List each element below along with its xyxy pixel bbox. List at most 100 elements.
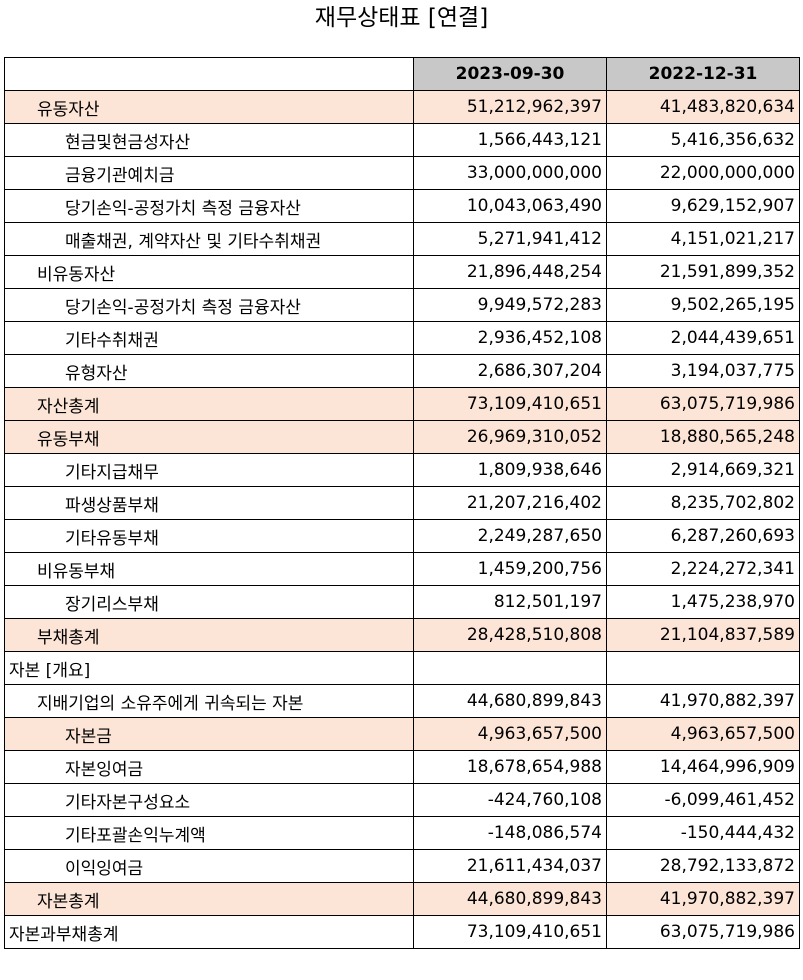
page-title: 재무상태표 [연결] (314, 5, 489, 31)
table-row: 지배기업의 소유주에게 귀속되는 자본 44,680,899,843 41,970,… (4, 684, 800, 718)
table-row: 자본 [개요] (4, 651, 800, 685)
value-2023-09-30: -148,086,574 (413, 816, 607, 850)
value-2022-12-31: 21,591,899,352 (606, 255, 800, 289)
value-2022-12-31: 18,880,565,248 (606, 420, 800, 454)
value-2023-09-30: 18,678,654,988 (413, 750, 607, 784)
row-label: 자산총계 (4, 387, 414, 421)
value-2022-12-31: 41,483,820,634 (606, 90, 800, 124)
value-2022-12-31: 41,970,882,397 (606, 684, 800, 718)
row-label: 매출채권, 계약자산 및 기타수취채권 (4, 222, 414, 256)
value-2023-09-30: 73,109,410,651 (413, 915, 607, 949)
value-2022-12-31: 28,792,133,872 (606, 849, 800, 883)
value-2022-12-31: 4,963,657,500 (606, 717, 800, 751)
row-label: 유동자산 (4, 90, 414, 124)
row-label: 당기손익-공정가치 측정 금융자산 (4, 288, 414, 322)
value-2022-12-31: 9,629,152,907 (606, 189, 800, 223)
value-2023-09-30: 73,109,410,651 (413, 387, 607, 421)
value-2023-09-30: 2,686,307,204 (413, 354, 607, 388)
value-2023-09-30 (413, 651, 607, 685)
table-row: 당기손익-공정가치 측정 금융자산 10,043,063,490 9,629,152… (4, 189, 800, 223)
value-2022-12-31: 14,464,996,909 (606, 750, 800, 784)
table-row: 장기리스부채 812,501,197 1,475,238,970 (4, 585, 800, 619)
table-row: 기타포괄손익누계액 -148,086,574 -150,444,432 (4, 816, 800, 850)
value-2023-09-30: 33,000,000,000 (413, 156, 607, 190)
table-row: 유동자산 51,212,962,397 41,483,820,634 (4, 90, 800, 124)
value-2023-09-30: 21,896,448,254 (413, 255, 607, 289)
row-label: 파생상품부채 (4, 486, 414, 520)
table-row: 기타자본구성요소 -424,760,108 -6,099,461,452 (4, 783, 800, 817)
value-2022-12-31: 63,075,719,986 (606, 915, 800, 949)
row-label: 현금및현금성자산 (4, 123, 414, 157)
row-label: 자본총계 (4, 882, 414, 916)
value-2023-09-30: -424,760,108 (413, 783, 607, 817)
table-row: 매출채권, 계약자산 및 기타수취채권 5,271,941,412 4,151,02… (4, 222, 800, 256)
value-2023-09-30: 10,043,063,490 (413, 189, 607, 223)
value-2022-12-31: 2,914,669,321 (606, 453, 800, 487)
table-row: 자본총계 44,680,899,843 41,970,882,397 (4, 882, 800, 916)
value-2023-09-30: 21,207,216,402 (413, 486, 607, 520)
value-2022-12-31: 4,151,021,217 (606, 222, 800, 256)
value-2022-12-31: 21,104,837,589 (606, 618, 800, 652)
header-column-2023: 2023-09-30 (413, 57, 607, 91)
row-label: 이익잉여금 (4, 849, 414, 883)
value-2023-09-30: 44,680,899,843 (413, 882, 607, 916)
table-row: 기타유동부채 2,249,287,650 6,287,260,693 (4, 519, 800, 553)
table-row: 금융기관예치금 33,000,000,000 22,000,000,000 (4, 156, 800, 190)
value-2022-12-31: 41,970,882,397 (606, 882, 800, 916)
value-2022-12-31: 1,475,238,970 (606, 585, 800, 619)
row-label: 지배기업의 소유주에게 귀속되는 자본 (4, 684, 414, 718)
value-2022-12-31: 3,194,037,775 (606, 354, 800, 388)
row-label: 기타자본구성요소 (4, 783, 414, 817)
value-2022-12-31: -6,099,461,452 (606, 783, 800, 817)
table-row: 유동부채 26,969,310,052 18,880,565,248 (4, 420, 800, 454)
value-2023-09-30: 2,249,287,650 (413, 519, 607, 553)
table-row: 이익잉여금 21,611,434,037 28,792,133,872 (4, 849, 800, 883)
header-blank-cell (4, 57, 414, 91)
table-row: 기타지급채무 1,809,938,646 2,914,669,321 (4, 453, 800, 487)
value-2022-12-31: 2,224,272,341 (606, 552, 800, 586)
row-label: 비유동부채 (4, 552, 414, 586)
value-2023-09-30: 9,949,572,283 (413, 288, 607, 322)
value-2023-09-30: 5,271,941,412 (413, 222, 607, 256)
value-2023-09-30: 28,428,510,808 (413, 618, 607, 652)
row-label: 자본 [개요] (4, 651, 414, 685)
value-2023-09-30: 44,680,899,843 (413, 684, 607, 718)
value-2023-09-30: 1,459,200,756 (413, 552, 607, 586)
table-row: 비유동부채 1,459,200,756 2,224,272,341 (4, 552, 800, 586)
row-label: 장기리스부채 (4, 585, 414, 619)
table-row: 파생상품부채 21,207,216,402 8,235,702,802 (4, 486, 800, 520)
table-row: 당기손익-공정가치 측정 금융자산 9,949,572,283 9,502,265,… (4, 288, 800, 322)
header-column-2022: 2022-12-31 (606, 57, 800, 91)
balance-sheet-table: 2023-09-30 2022-12-31 유동자산 51,212,962,397… (4, 57, 800, 949)
value-2022-12-31: 8,235,702,802 (606, 486, 800, 520)
table-row: 부채총계 28,428,510,808 21,104,837,589 (4, 618, 800, 652)
value-2023-09-30: 1,566,443,121 (413, 123, 607, 157)
table-row: 비유동자산 21,896,448,254 21,591,899,352 (4, 255, 800, 289)
row-label: 유형자산 (4, 354, 414, 388)
table-row: 자본잉여금 18,678,654,988 14,464,996,909 (4, 750, 800, 784)
row-label: 비유동자산 (4, 255, 414, 289)
table-header-row: 2023-09-30 2022-12-31 (4, 57, 800, 91)
table-row: 기타수취채권 2,936,452,108 2,044,439,651 (4, 321, 800, 355)
row-label: 기타포괄손익누계액 (4, 816, 414, 850)
value-2022-12-31: 6,287,260,693 (606, 519, 800, 553)
table-row: 자본과부채총계 73,109,410,651 63,075,719,986 (4, 915, 800, 949)
row-label: 유동부채 (4, 420, 414, 454)
value-2023-09-30: 4,963,657,500 (413, 717, 607, 751)
value-2022-12-31: 22,000,000,000 (606, 156, 800, 190)
table-row: 현금및현금성자산 1,566,443,121 5,416,356,632 (4, 123, 800, 157)
value-2023-09-30: 1,809,938,646 (413, 453, 607, 487)
value-2022-12-31 (606, 651, 800, 685)
row-label: 당기손익-공정가치 측정 금융자산 (4, 189, 414, 223)
value-2023-09-30: 51,212,962,397 (413, 90, 607, 124)
value-2022-12-31: 63,075,719,986 (606, 387, 800, 421)
value-2022-12-31: -150,444,432 (606, 816, 800, 850)
row-label: 자본과부채총계 (4, 915, 414, 949)
row-label: 부채총계 (4, 618, 414, 652)
row-label: 금융기관예치금 (4, 156, 414, 190)
row-label: 기타수취채권 (4, 321, 414, 355)
value-2023-09-30: 2,936,452,108 (413, 321, 607, 355)
table-row: 자본금 4,963,657,500 4,963,657,500 (4, 717, 800, 751)
value-2022-12-31: 2,044,439,651 (606, 321, 800, 355)
row-label: 기타유동부채 (4, 519, 414, 553)
